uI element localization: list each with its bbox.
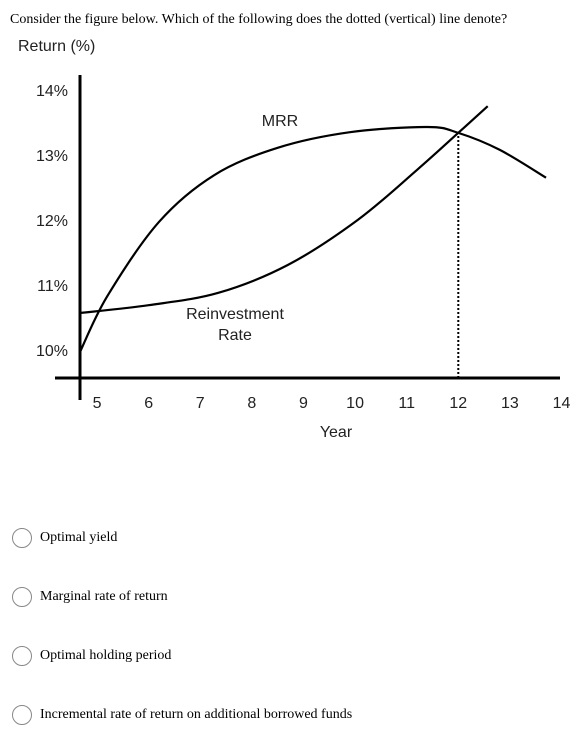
radio[interactable]: [12, 528, 32, 548]
y-tick-label: 11%: [37, 278, 68, 295]
y-axis-label: Return (%): [18, 38, 95, 55]
question: Consider the figure below. Which of the …: [10, 12, 508, 27]
x-tick-label: 5: [93, 395, 102, 412]
x-tick-label: 6: [144, 395, 153, 412]
option[interactable]: Optimal holding period: [12, 646, 171, 666]
y-tick-label: 10%: [36, 343, 68, 360]
x-tick-label: 10: [346, 395, 364, 412]
line: [79, 105, 489, 315]
radio[interactable]: [12, 587, 32, 607]
option-label: Incremental rate of return on additional…: [40, 707, 353, 722]
y-tick-label: 13%: [36, 148, 68, 165]
line: [79, 125, 547, 353]
x-tick-label: 7: [196, 395, 205, 412]
x-tick-label: 14: [553, 395, 571, 412]
chart: Return (%) Year MRR 5 6 7 8 9 10 11 12 13 14 10% 11…: [18, 38, 571, 441]
option[interactable]: Incremental rate of return on additional…: [12, 705, 352, 725]
x-axis-label: Year: [320, 424, 353, 441]
y-tick-label: 14%: [36, 83, 68, 100]
option-label: Optimal yield: [40, 530, 118, 545]
x-tick-label: 9: [299, 395, 308, 412]
option[interactable]: Marginal rate of return: [12, 587, 168, 607]
option[interactable]: Optimal yield: [12, 528, 117, 548]
x-tick-label: 11: [398, 395, 415, 412]
radio[interactable]: [12, 705, 32, 725]
x-tick-label: 13: [501, 395, 519, 412]
x-tick-label: 12: [449, 395, 467, 412]
y-tick-label: 12%: [36, 213, 68, 230]
option-label: Marginal rate of return: [40, 589, 168, 604]
option-label: Optimal holding period: [40, 648, 172, 663]
series-label: Reinvestment Rate: [186, 306, 284, 344]
x-tick-label: 8: [247, 395, 256, 412]
radio[interactable]: [12, 646, 32, 666]
series-label: MRR: [262, 113, 298, 130]
